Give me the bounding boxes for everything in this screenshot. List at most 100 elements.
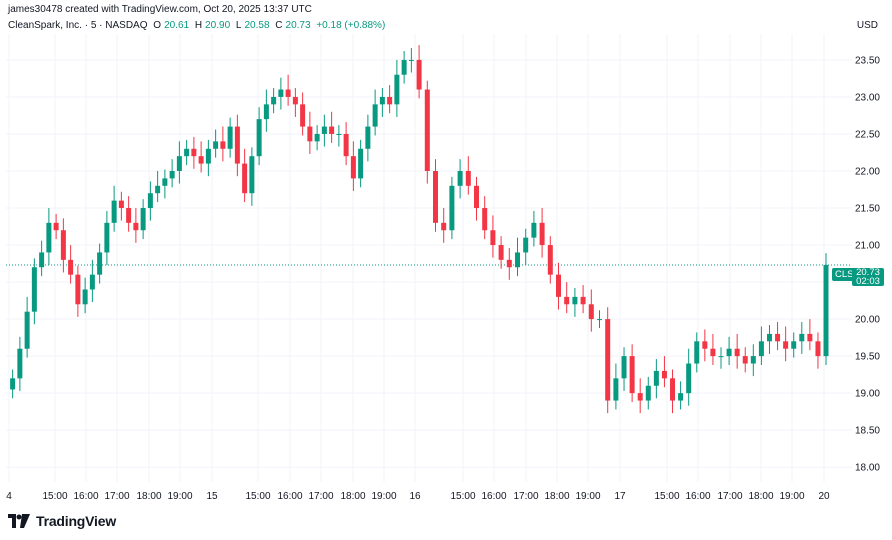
candle-body — [416, 59, 422, 90]
candle-body — [702, 341, 708, 349]
candle-body — [766, 333, 772, 342]
creator-line: james30478 created with TradingView.com,… — [8, 4, 312, 15]
candle-body — [10, 378, 16, 390]
candle-body — [465, 170, 471, 186]
candle-body — [498, 245, 504, 260]
candle-body — [242, 163, 248, 194]
candle-body — [564, 296, 570, 305]
x-tick-label: 16:00 — [73, 491, 98, 502]
candle-body — [758, 341, 764, 357]
tradingview-logo[interactable]: TradingView — [8, 513, 116, 529]
candle-body — [750, 356, 756, 364]
candle-body — [300, 104, 306, 127]
candle-body — [213, 141, 219, 149]
candle-body — [710, 348, 716, 357]
x-tick-label: 4 — [6, 491, 12, 502]
high-value: 20.90 — [205, 20, 231, 31]
candle-body — [734, 348, 740, 357]
y-tick-label: 22.50 — [855, 129, 880, 140]
candle-body — [343, 133, 349, 157]
candle-body — [775, 333, 781, 342]
x-tick-label: 16:00 — [481, 491, 506, 502]
candle-body — [742, 356, 748, 364]
candle-body — [24, 311, 30, 349]
x-tick-label: 20 — [818, 491, 830, 502]
last-price-badge: 20.73 02:03 — [852, 268, 884, 286]
candle-body — [60, 230, 66, 260]
candle-body — [126, 208, 132, 223]
candle-body — [162, 178, 168, 186]
candle-body — [670, 378, 676, 401]
y-tick-label: 23.00 — [855, 92, 880, 103]
candle-body — [278, 89, 284, 97]
candle-body — [823, 265, 829, 357]
candle-body — [234, 126, 240, 164]
x-tick-label: 17:00 — [717, 491, 742, 502]
candle-body — [613, 378, 619, 401]
candle-body — [394, 74, 400, 105]
candle-body — [387, 96, 393, 105]
candle-body — [621, 356, 627, 379]
candle-body — [726, 348, 732, 357]
candle-body — [379, 96, 385, 105]
candle-body — [111, 200, 117, 223]
y-tick-label: 18.50 — [855, 426, 880, 437]
y-tick-label: 23.50 — [855, 55, 880, 66]
x-tick-label: 18:00 — [136, 491, 161, 502]
last-price-value: 20.73 — [856, 267, 880, 278]
candle-body — [256, 119, 262, 157]
symbol-title: CleanSpark, Inc. · 5 · NASDAQ — [8, 20, 148, 31]
low-label: L — [235, 20, 242, 31]
candle-body — [133, 222, 139, 231]
tradingview-wordmark: TradingView — [36, 513, 117, 529]
candle-body — [605, 319, 611, 401]
candle-body — [89, 274, 95, 290]
candle-body — [686, 363, 692, 394]
candle-body — [401, 59, 407, 75]
candle-body — [718, 356, 724, 358]
candle-body — [205, 148, 211, 164]
candle-body — [449, 185, 455, 231]
candle-body — [220, 141, 226, 149]
candle-body — [314, 133, 320, 142]
x-tick-label: 18:00 — [340, 491, 365, 502]
x-tick-label: 16:00 — [277, 491, 302, 502]
x-tick-label: 17:00 — [308, 491, 333, 502]
candle-body — [531, 222, 537, 238]
candle-body — [329, 126, 335, 134]
candle-body — [249, 156, 255, 194]
x-tick-label: 19:00 — [779, 491, 804, 502]
candle-body — [358, 148, 364, 179]
x-tick-label: 15:00 — [245, 491, 270, 502]
candle-body — [17, 348, 23, 379]
candle-body — [191, 148, 197, 157]
x-tick-label: 19:00 — [575, 491, 600, 502]
candle-body — [104, 222, 110, 253]
y-tick-label: 22.00 — [855, 166, 880, 177]
x-tick-label: 15:00 — [42, 491, 67, 502]
close-value: 20.73 — [285, 20, 311, 31]
y-tick-label: 21.00 — [855, 241, 880, 252]
candle-body — [227, 126, 233, 149]
candle-body — [556, 274, 561, 297]
x-tick-label: 15:00 — [450, 491, 475, 502]
candle-body — [474, 185, 479, 209]
candle-body — [506, 259, 512, 268]
y-tick-label: 21.50 — [855, 204, 880, 215]
ohlc-legend: CleanSpark, Inc. · 5 · NASDAQ O 20.61 H 20… — [8, 20, 388, 31]
candle-body — [31, 267, 37, 312]
candle-body — [68, 259, 74, 275]
candle-body — [46, 222, 52, 253]
currency-label: USD — [856, 20, 878, 31]
x-tick-label: 17:00 — [513, 491, 538, 502]
candle-body — [791, 341, 797, 349]
candle-body — [629, 356, 635, 394]
candle-body — [82, 289, 88, 305]
y-tick-label: 18.00 — [855, 463, 880, 474]
candle-body — [490, 230, 496, 246]
candle-body — [588, 304, 594, 320]
y-tick-label: 19.50 — [855, 352, 880, 363]
change-value: +0.18 (+0.88%) — [316, 20, 386, 31]
high-label: H — [194, 20, 203, 31]
